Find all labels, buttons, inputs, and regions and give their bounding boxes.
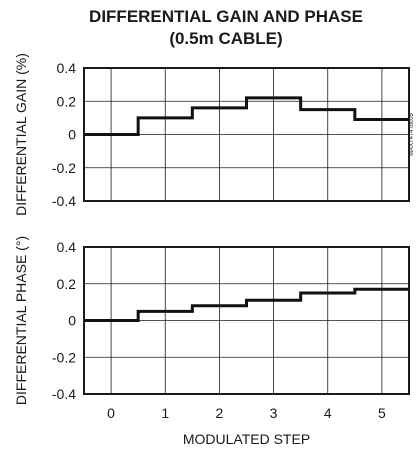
x-tick-label: 0 xyxy=(107,405,115,421)
gain-y-axis-label: DIFFERENTIAL GAIN (%) xyxy=(13,53,29,216)
phase-series-line xyxy=(84,287,409,322)
x-ticks: 0 1 2 3 4 5 xyxy=(107,405,386,421)
x-tick-label: 4 xyxy=(324,405,332,421)
gain-panel: 0.4 0.2 0 -0.2 -0.4 DIFFERENTIAL GAIN (%) MA… xyxy=(13,53,415,216)
phase-panel: 0.4 0.2 0 -0.2 -0.4 DIFFERENTIAL PHASE (°) 0… xyxy=(13,236,410,447)
phase-y-tick-label: -0.4 xyxy=(52,386,76,402)
phase-y-tick-label: 0.2 xyxy=(57,276,77,292)
x-tick-label: 3 xyxy=(270,405,278,421)
x-tick-label: 5 xyxy=(378,405,386,421)
gain-y-tick-label: 0.2 xyxy=(57,93,77,109)
phase-y-tick-label: -0.2 xyxy=(52,349,76,365)
x-tick-label: 2 xyxy=(216,405,224,421)
x-axis-label: MODULATED STEP xyxy=(183,431,310,447)
phase-y-axis-label: DIFFERENTIAL PHASE (°) xyxy=(13,236,29,405)
phase-y-tick-label: 0 xyxy=(68,313,76,329)
figure-id-label: MAX7474 toc05 xyxy=(409,112,415,155)
chart-title-line-1: DIFFERENTIAL GAIN AND PHASE xyxy=(89,7,363,26)
gain-series-line xyxy=(84,96,409,136)
gain-y-tick-label: 0 xyxy=(68,127,76,143)
phase-y-ticks: 0.4 0.2 0 -0.2 -0.4 xyxy=(52,239,76,402)
gain-y-tick-label: 0.4 xyxy=(57,60,77,76)
gain-y-tick-label: -0.4 xyxy=(52,193,76,209)
gain-y-tick-label: -0.2 xyxy=(52,160,76,176)
phase-y-tick-label: 0.4 xyxy=(57,239,77,255)
chart-title-line-2: (0.5m CABLE) xyxy=(169,29,282,48)
x-tick-label: 1 xyxy=(161,405,169,421)
gain-y-ticks: 0.4 0.2 0 -0.2 -0.4 xyxy=(52,60,76,209)
